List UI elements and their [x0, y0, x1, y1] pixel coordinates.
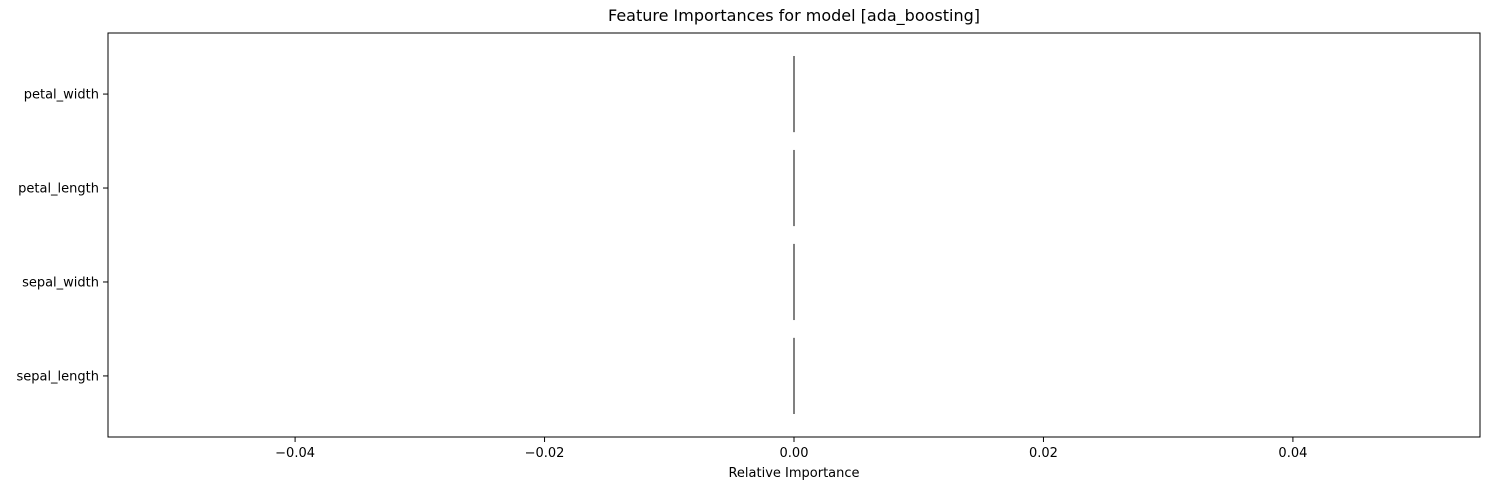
y-tick-label: petal_length: [18, 182, 99, 197]
y-tick-label: sepal_width: [22, 275, 99, 290]
x-axis-ticks: −0.04 −0.02 0.00 0.02 0.04: [275, 437, 1307, 461]
x-tick-label: 0.04: [1278, 446, 1307, 461]
y-tick-label: sepal_length: [16, 369, 99, 384]
x-tick-label: 0.02: [1029, 446, 1058, 461]
y-axis-ticks: sepal_length sepal_width petal_length petal…: [16, 88, 108, 384]
x-tick-label: −0.02: [525, 446, 565, 461]
x-tick-label: 0.00: [780, 446, 809, 461]
x-axis-label: Relative Importance: [728, 466, 859, 481]
x-tick-label: −0.04: [275, 446, 315, 461]
chart-title: Feature Importances for model [ada_boost…: [608, 6, 980, 26]
y-tick-label: petal_width: [24, 88, 99, 103]
